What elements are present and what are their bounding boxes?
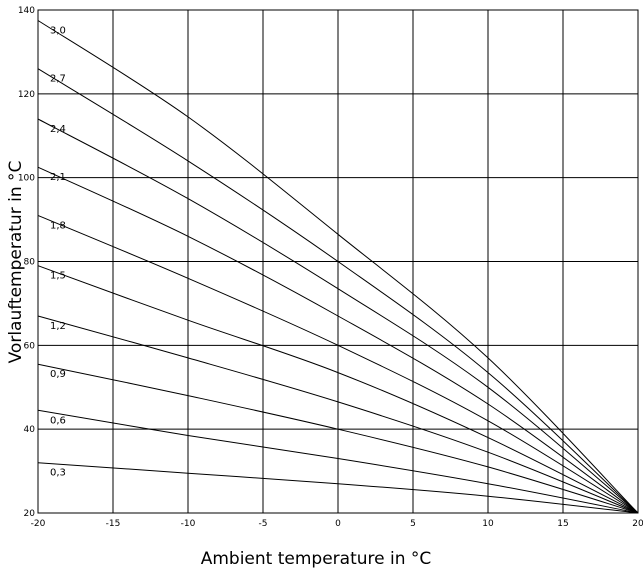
curve-label: 1,2 (50, 321, 66, 332)
y-tick-label: 140 (18, 6, 35, 16)
curve-label: 2,4 (50, 124, 66, 135)
y-tick-label: 60 (24, 341, 36, 351)
x-tick-label: -10 (181, 519, 196, 529)
curve-line (37, 68, 639, 514)
x-tick-label: 0 (335, 519, 341, 529)
x-tick-label: 20 (632, 519, 643, 529)
curve-line (37, 118, 639, 514)
curve-label: 1,8 (50, 220, 66, 231)
curve-line (37, 462, 639, 514)
curve-line (37, 166, 639, 514)
curve-line (37, 214, 639, 514)
curve-labels: 0,3 0,6 0,9 1,2 1,5 1,8 2,1 2,4 2,7 3,0 (50, 25, 66, 478)
x-tick-label: -20 (31, 519, 46, 529)
x-axis-title: Ambient temperature in °C (201, 549, 432, 569)
x-axis-ticks: -20 -15 -10 -5 0 5 10 15 20 (31, 519, 643, 529)
y-tick-label: 80 (24, 258, 36, 268)
curve-line (37, 20, 639, 514)
y-tick-label: 40 (24, 425, 36, 435)
y-axis-title: Vorlauftemperatur in °C (6, 161, 26, 364)
curve-line (37, 315, 639, 514)
x-tick-label: 15 (557, 519, 568, 529)
y-tick-label: 120 (18, 90, 35, 100)
x-tick-label: -15 (106, 519, 121, 529)
curve-line (37, 363, 639, 514)
curve-line (37, 409, 639, 514)
heating-curves (37, 20, 639, 514)
curve-label: 0,9 (50, 369, 66, 380)
x-tick-label: 10 (482, 519, 494, 529)
curve-label: 3,0 (50, 25, 66, 36)
curve-label: 1,5 (50, 271, 66, 282)
grid (37, 9, 639, 514)
y-tick-label: 20 (24, 509, 36, 519)
curve-label: 2,1 (50, 172, 66, 183)
y-tick-label: 100 (18, 174, 35, 184)
curve-label: 2,7 (50, 74, 66, 85)
y-axis-ticks: 20 40 60 80 100 120 140 (18, 6, 35, 519)
curve-line (37, 265, 639, 514)
x-tick-label: 5 (410, 519, 416, 529)
curve-label: 0,6 (50, 415, 66, 426)
x-tick-label: -5 (259, 519, 268, 529)
curve-label: 0,3 (50, 468, 66, 479)
